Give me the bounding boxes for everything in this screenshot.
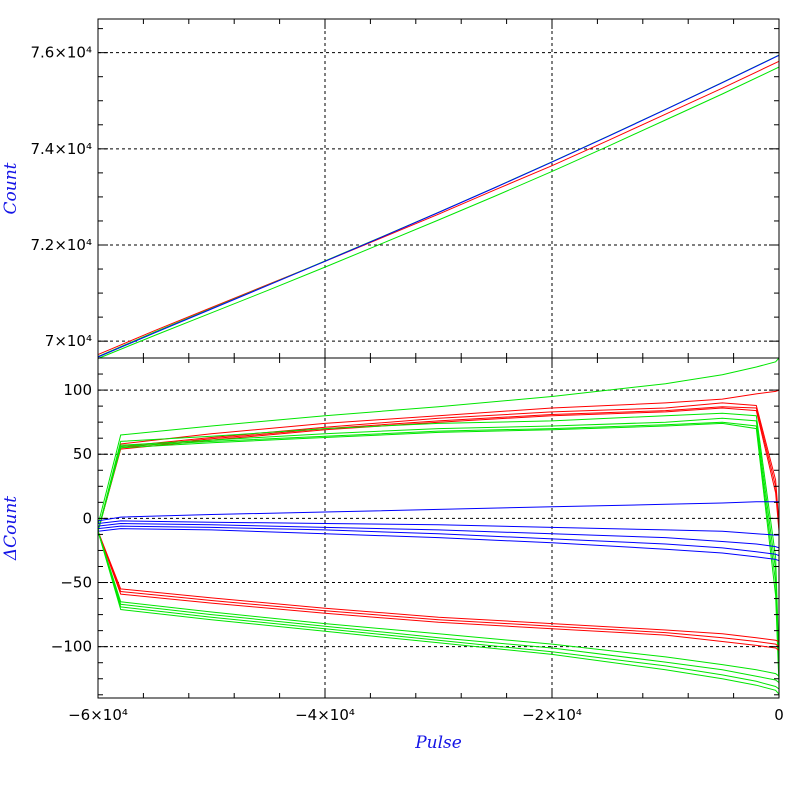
bot-series-line-6 (97, 417, 780, 673)
top-series-line-2 (97, 54, 780, 358)
bot-series-line-9 (97, 501, 779, 522)
bot-y-tick-label: −100 (51, 638, 92, 656)
bot-series-line-18 (97, 531, 780, 683)
bottom-y-axis-label: ΔCount (1, 496, 21, 561)
bot-series-line-8 (97, 422, 780, 686)
x-tick-label: −6×10⁴ (68, 706, 128, 724)
top-y-tick-label: 7.2×10⁴ (30, 236, 92, 254)
bot-series-line-2 (97, 402, 780, 532)
top-y-tick-label: 7.6×10⁴ (30, 44, 92, 62)
top-grid (98, 19, 779, 358)
top-tick-labels: 7×10⁴ 7.2×10⁴ 7.4×10⁴ 7.6×10⁴ (30, 44, 92, 351)
x-tick-label: −4×10⁴ (295, 706, 355, 724)
bot-y-tick-label: 50 (73, 445, 92, 463)
top-y-tick-label: 7×10⁴ (45, 332, 92, 350)
top-series-group (97, 54, 780, 359)
bot-y-tick-label: 100 (63, 381, 92, 399)
top-y-tick-label: 7.4×10⁴ (30, 140, 92, 158)
bot-series-line-16 (97, 531, 780, 651)
bot-series-line-19 (97, 531, 780, 690)
bottom-ticks (97, 357, 780, 698)
top-y-axis-label: Count (1, 162, 21, 214)
bot-series-line-20 (97, 531, 780, 695)
top-series-line-3 (97, 66, 780, 359)
bot-series-line-11 (97, 522, 780, 549)
bottom-plot-frame (97, 357, 780, 699)
bot-series-line-1 (97, 389, 780, 532)
bot-series-line-15 (97, 531, 780, 648)
bot-series-line-14 (97, 531, 780, 642)
x-axis-label: Pulse (414, 733, 462, 753)
bottom-tick-labels: −100 −50 0 50 100 −6×10⁴ −4×10⁴ −2×10⁴ 0 (51, 381, 784, 724)
top-series-line-0 (97, 60, 780, 356)
x-tick-label: −2×10⁴ (522, 706, 582, 724)
bot-series-line-10 (97, 520, 779, 536)
bot-series-line-13 (97, 528, 780, 562)
bot-y-tick-label: 0 (82, 509, 92, 527)
bot-series-line-17 (97, 531, 780, 677)
bot-series-line-12 (97, 525, 780, 557)
bot-series-line-7 (97, 421, 780, 679)
bot-series-line-0 (97, 357, 780, 525)
bot-series-line-5 (97, 412, 780, 660)
bot-y-tick-label: −50 (60, 574, 92, 592)
top-panel: 7×10⁴ 7.2×10⁴ 7.4×10⁴ 7.6×10⁴ Count (1, 18, 780, 359)
bottom-series-group (97, 357, 780, 695)
x-tick-label: 0 (774, 706, 784, 724)
